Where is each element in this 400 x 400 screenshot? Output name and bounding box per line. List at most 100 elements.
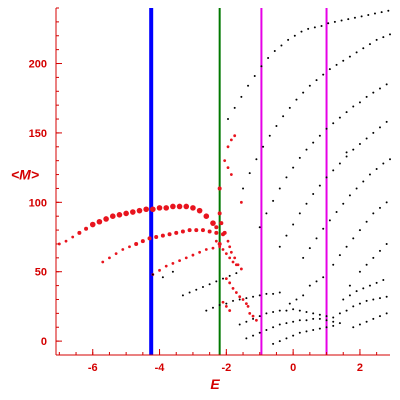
- data-point: [224, 252, 228, 256]
- data-point: [292, 334, 295, 337]
- x-tick-label: 0: [290, 362, 296, 374]
- data-point: [226, 166, 230, 170]
- data-point: [221, 248, 225, 251]
- data-point: [368, 284, 371, 287]
- data-point: [255, 158, 258, 161]
- data-point: [285, 337, 288, 340]
- data-point: [375, 168, 378, 171]
- data-point: [318, 184, 321, 187]
- data-point: [372, 317, 375, 320]
- data-point: [362, 287, 365, 290]
- data-point: [305, 310, 308, 313]
- data-point: [248, 311, 252, 315]
- data-point: [116, 212, 123, 218]
- data-point: [385, 242, 388, 245]
- data-point: [320, 25, 323, 28]
- x-tick-label: -4: [155, 362, 166, 374]
- data-point: [352, 105, 355, 108]
- data-point: [318, 313, 321, 316]
- data-point: [245, 297, 248, 300]
- data-point: [312, 329, 315, 332]
- data-point: [121, 248, 125, 251]
- data-point: [272, 310, 275, 313]
- data-point: [358, 143, 361, 146]
- data-point: [218, 304, 221, 307]
- data-point: [340, 19, 343, 22]
- data-point: [210, 220, 216, 226]
- data-point: [84, 226, 89, 231]
- data-point: [387, 9, 390, 12]
- data-point: [252, 295, 255, 298]
- data-point: [207, 229, 212, 234]
- data-point: [228, 274, 231, 277]
- data-point: [231, 260, 235, 264]
- data-point: [348, 194, 351, 197]
- data-point: [302, 91, 305, 94]
- data-point: [258, 315, 261, 318]
- data-point: [307, 27, 310, 30]
- data-point: [313, 26, 316, 29]
- data-point: [181, 294, 184, 297]
- data-point: [315, 79, 318, 82]
- data-point: [164, 264, 168, 268]
- data-point: [187, 228, 192, 233]
- data-point: [64, 239, 68, 243]
- data-point: [305, 319, 308, 322]
- data-point: [372, 212, 375, 215]
- data-point: [385, 312, 388, 315]
- data-point: [235, 272, 238, 275]
- data-point: [217, 211, 222, 216]
- data-point: [325, 127, 328, 130]
- data-point: [255, 318, 258, 322]
- data-point: [338, 312, 341, 315]
- axes: [55, 8, 390, 356]
- data-point: [345, 245, 348, 248]
- data-point: [251, 314, 255, 318]
- data-point: [342, 202, 345, 205]
- data-point: [318, 327, 321, 330]
- data-point: [163, 205, 170, 211]
- data-point: [171, 261, 175, 265]
- data-point: [288, 302, 291, 305]
- data-point: [229, 173, 233, 176]
- data-point: [174, 230, 179, 235]
- data-point: [372, 91, 375, 94]
- data-point: [325, 176, 328, 179]
- data-points: [57, 9, 391, 345]
- data-point: [382, 279, 385, 282]
- data-point: [195, 288, 198, 291]
- data-point: [362, 47, 365, 50]
- x-tick-label: -2: [221, 362, 231, 374]
- data-point: [234, 291, 238, 294]
- data-point: [302, 256, 305, 259]
- data-point: [203, 213, 210, 219]
- data-point: [158, 268, 161, 272]
- data-point: [246, 305, 250, 308]
- data-point: [200, 228, 205, 233]
- data-point: [228, 245, 232, 249]
- data-point: [352, 305, 355, 308]
- data-point: [156, 205, 163, 211]
- data-point: [372, 298, 375, 301]
- data-point: [272, 342, 275, 345]
- y-tick-label: 150: [29, 128, 47, 140]
- data-point: [298, 212, 301, 215]
- data-point: [347, 18, 350, 21]
- data-point: [128, 245, 131, 249]
- axis-ticks: -6 -4 -2 0 2 0 50 100 150 200: [29, 7, 378, 374]
- data-point: [147, 236, 152, 241]
- data-point: [332, 316, 335, 319]
- data-point: [154, 235, 159, 240]
- data-point: [278, 245, 281, 248]
- data-point: [332, 320, 335, 323]
- data-point: [332, 169, 335, 172]
- data-point: [328, 68, 331, 71]
- data-point: [300, 30, 303, 33]
- data-point: [245, 320, 248, 323]
- data-point: [325, 326, 328, 329]
- data-point: [258, 226, 261, 229]
- data-point: [389, 158, 391, 161]
- data-point: [245, 337, 248, 340]
- x-tick-label: 2: [357, 362, 363, 374]
- data-point: [288, 106, 291, 109]
